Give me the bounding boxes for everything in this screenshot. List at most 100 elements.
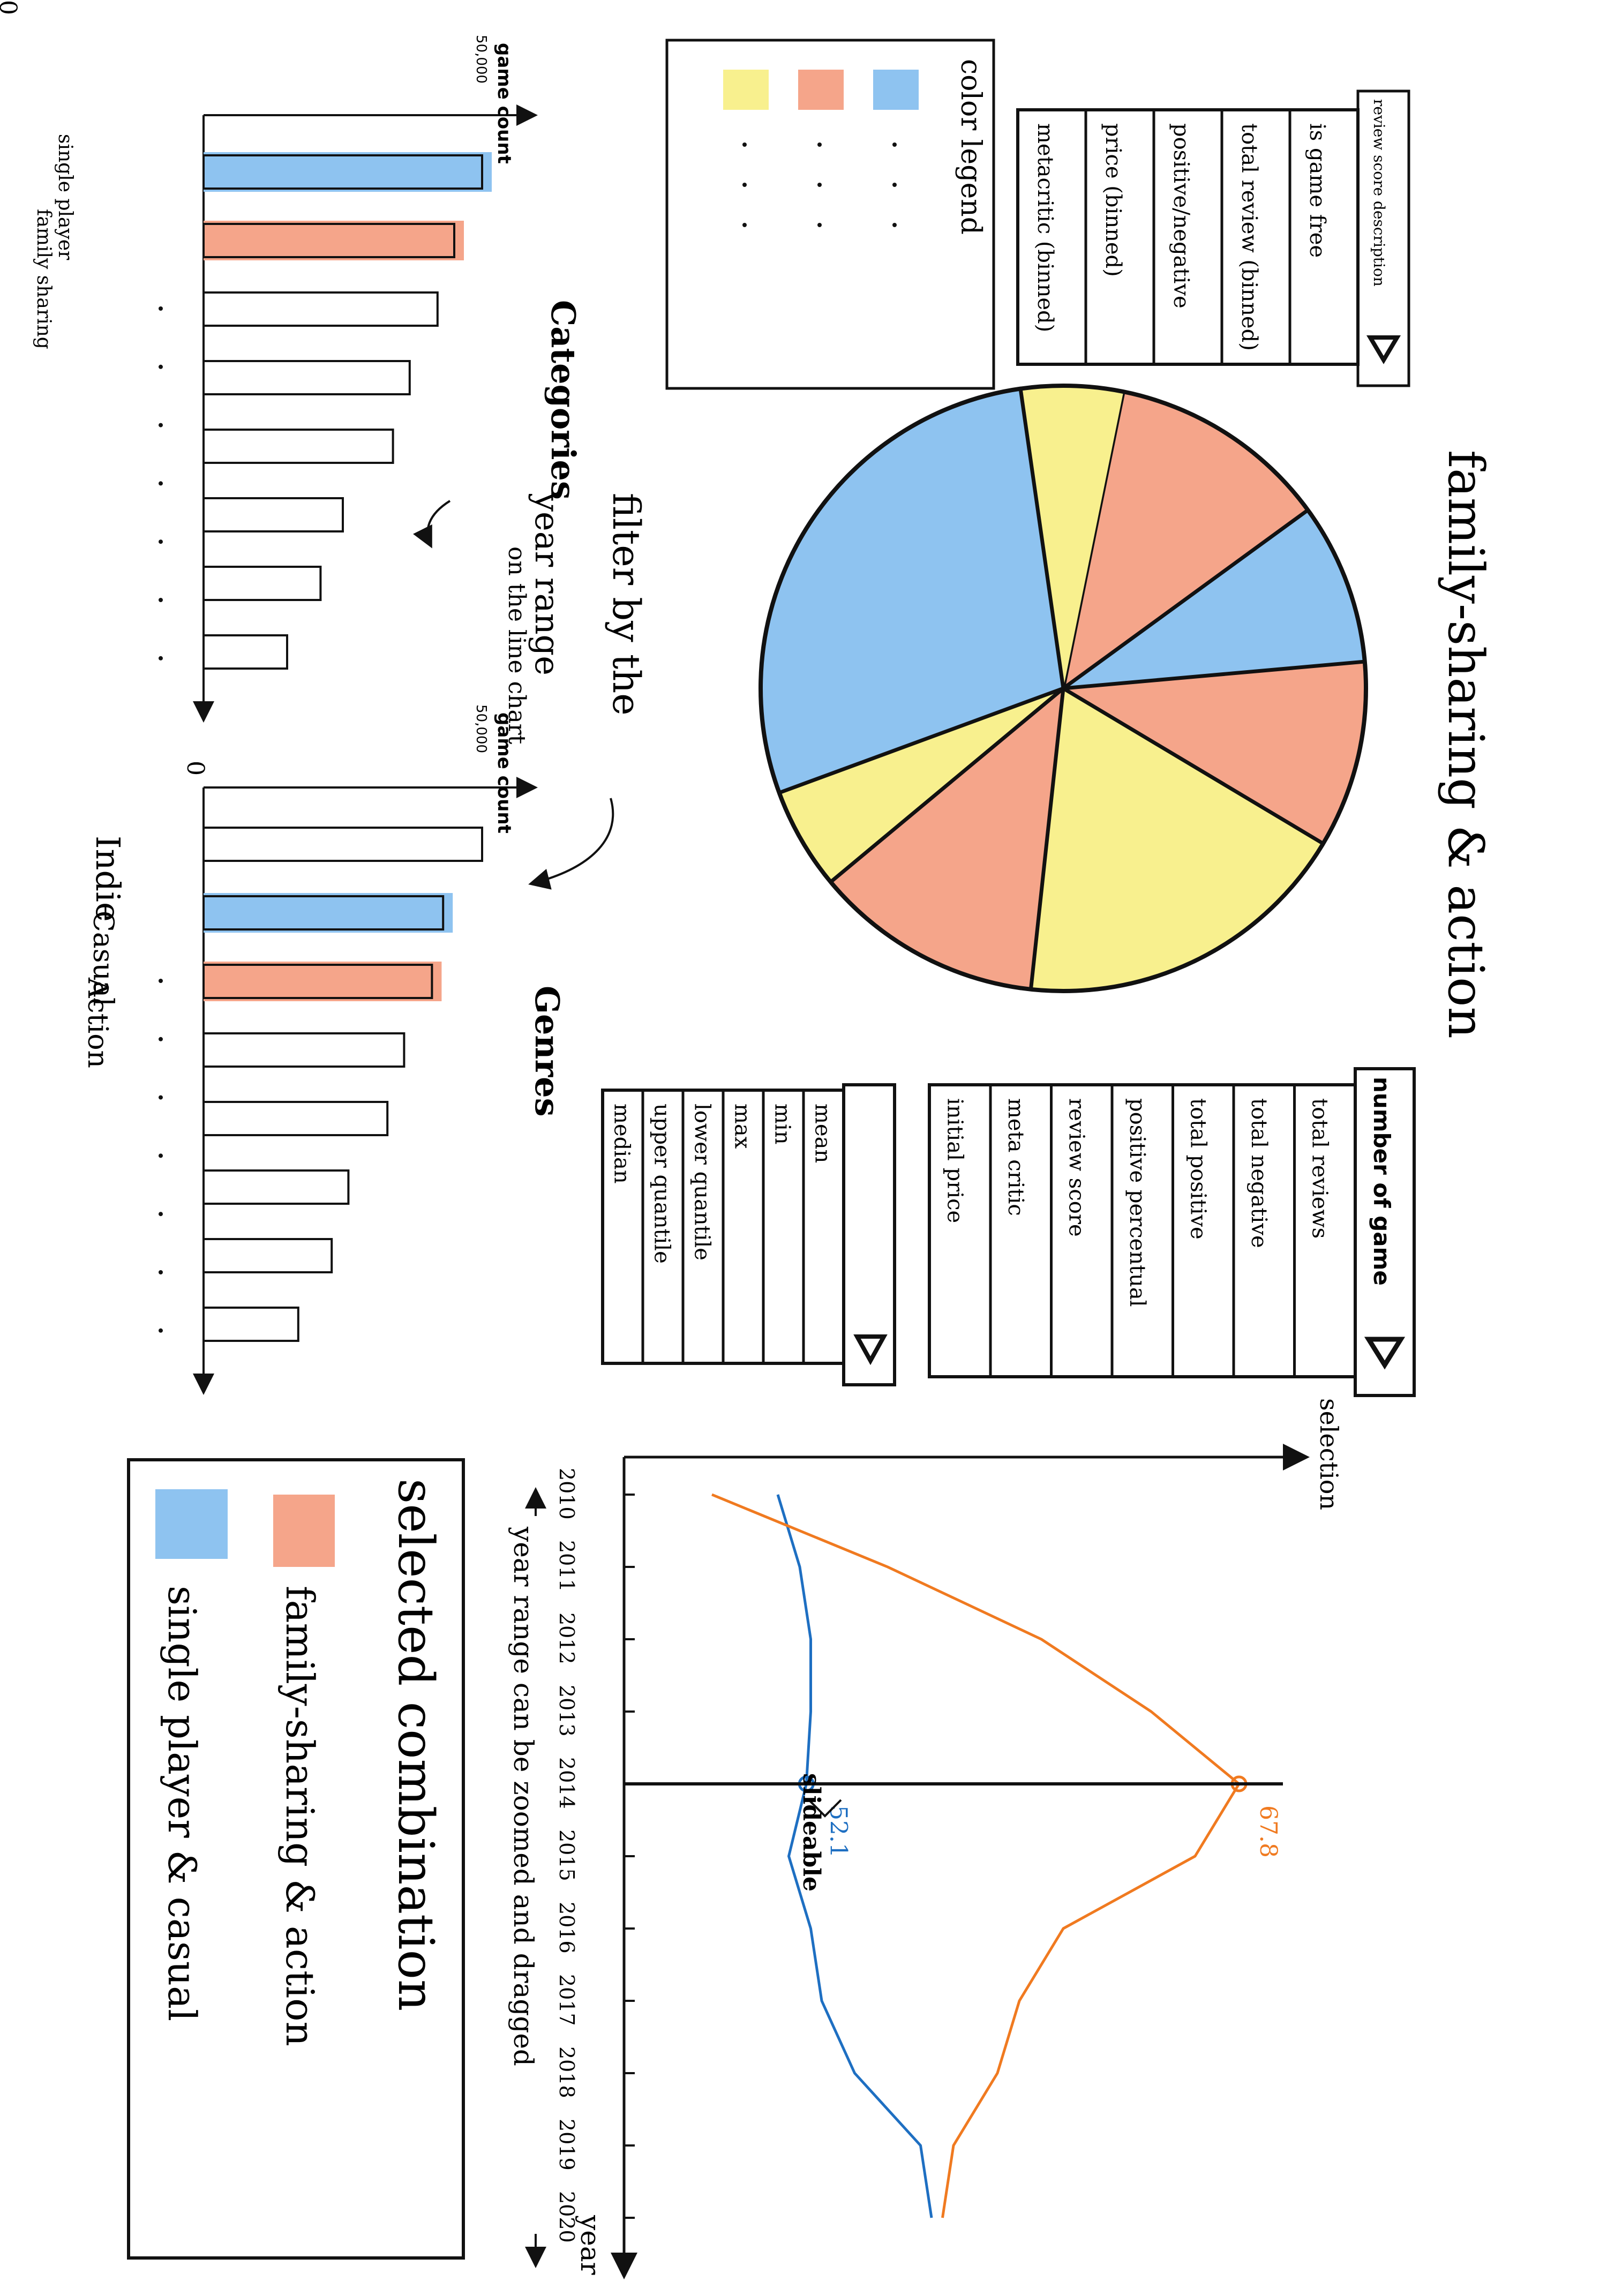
categories-bar-highlight [204, 221, 464, 260]
line-chart-tick-label: 2019 [555, 2119, 579, 2171]
metric-dropdown[interactable]: number of game total reviews total negati… [928, 1067, 1416, 1397]
pie-slice[interactable] [1020, 386, 1124, 688]
line-chart-tick-label: 2015 [555, 1829, 579, 1881]
metric-dropdown-list [928, 1083, 1357, 1378]
genres-bar[interactable] [202, 1307, 299, 1342]
stat-dropdown-option[interactable]: median [610, 1104, 634, 1184]
categories-more-dot [159, 656, 163, 661]
pie-slice[interactable] [830, 688, 1063, 989]
categories-bar[interactable] [202, 154, 483, 190]
line-chart-series-line[interactable] [711, 1493, 1241, 2218]
pie-dropdown-chevron-icon[interactable] [1366, 335, 1401, 364]
pie-dropdown-option[interactable]: price (binned) [1101, 123, 1125, 277]
stat-dropdown-option[interactable]: lower quantile [690, 1104, 715, 1260]
stat-dropdown-option[interactable]: max [730, 1104, 755, 1149]
categories-bar-chart: 0 game count 50,000 Categories single pl… [0, 0, 583, 723]
line-chart-tick-label: 2014 [555, 1757, 579, 1809]
pie-dropdown-option[interactable]: total review (binned) [1237, 123, 1261, 351]
categories-more-dot [159, 364, 163, 369]
pie-dropdown-option[interactable]: metacritic (binned) [1033, 123, 1057, 332]
metric-dropdown-option[interactable]: positive percentual [1125, 1098, 1150, 1307]
categories-title: Categories [544, 300, 583, 500]
categories-more-dot [159, 306, 163, 311]
line-chart-series-value-label: 67.8 [1255, 1805, 1282, 1858]
color-legend-swatch [723, 70, 769, 110]
line-chart-tick-label: 2016 [555, 1902, 579, 1954]
genres-more-dot [159, 1212, 163, 1217]
metric-dropdown-option[interactable]: total positive [1186, 1098, 1211, 1240]
categories-bar[interactable] [202, 566, 322, 601]
genres-bar-highlight [204, 893, 453, 933]
stat-dropdown-option[interactable]: min [770, 1104, 795, 1144]
categories-bar[interactable] [202, 360, 411, 395]
categories-more-dot [159, 539, 163, 544]
metric-dropdown-option[interactable]: review score [1064, 1098, 1089, 1237]
stat-dropdown-header[interactable] [842, 1083, 896, 1386]
stat-dropdown-chevron-icon[interactable] [853, 1334, 888, 1365]
genres-bar[interactable] [202, 1169, 350, 1205]
line-chart-tick-label: 2020 [555, 2191, 579, 2243]
pie-slice-edge [1018, 388, 1065, 689]
line-chart-y-axis-label: selection [1315, 1398, 1343, 1510]
line-chart-slider-arrow-icon [808, 1799, 842, 1818]
line-chart-zoom-note: year range can be zoomed and dragged [508, 1526, 539, 2066]
categories-zero-label: 0 [0, 0, 21, 15]
line-chart-tick-label: 2013 [555, 1685, 579, 1737]
categories-bar[interactable] [202, 634, 288, 670]
color-legend-dot [892, 223, 897, 227]
metric-dropdown-chevron-icon[interactable] [1364, 1337, 1406, 1370]
metric-dropdown-option[interactable]: total reviews [1308, 1098, 1332, 1239]
genres-bar[interactable] [202, 964, 433, 999]
genres-more-dot [159, 1328, 163, 1333]
categories-bar[interactable] [202, 497, 344, 532]
pie-slice-edge [1063, 659, 1365, 691]
pie-dropdown-option[interactable]: is game free [1305, 123, 1330, 258]
genres-bar[interactable] [202, 1032, 406, 1068]
line-chart-x-axis-label: year [575, 2215, 606, 2275]
categories-label-family-sharing: family sharing [33, 209, 55, 349]
pie-dropdown[interactable]: review score description is game free tot… [1016, 89, 1410, 387]
line-chart-tick-label: 2017 [555, 1974, 579, 2026]
categories-bar[interactable] [202, 429, 394, 464]
selected-combination-title: selected combination [387, 1479, 445, 2011]
categories-bar[interactable] [202, 223, 455, 258]
selected-combination-item-1: family-sharing & action [277, 1586, 322, 2046]
metric-dropdown-option[interactable]: meta critic [1003, 1098, 1028, 1216]
genres-bar[interactable] [202, 895, 445, 931]
metric-dropdown-option[interactable]: initial price [943, 1098, 967, 1223]
pie-slice[interactable] [1063, 392, 1308, 688]
categories-more-dot [159, 481, 163, 486]
genres-axis-max-label: 50,000 [473, 704, 489, 753]
color-legend-dot [817, 223, 822, 227]
color-legend-dot [742, 183, 747, 187]
filter-note-line-1: filter by the [604, 493, 648, 716]
genres-bar[interactable] [202, 1101, 389, 1136]
categories-more-dot [159, 423, 163, 427]
stat-dropdown-option[interactable]: upper quantile [650, 1104, 674, 1264]
pie-slice[interactable] [1063, 662, 1366, 844]
line-chart-series-line[interactable] [776, 1494, 933, 2218]
pie-slice-edge [1028, 688, 1065, 990]
pie-slice[interactable] [1063, 510, 1365, 688]
selected-combination-item-2: single player & casual [160, 1586, 205, 2021]
selected-combination-box [127, 1458, 465, 2260]
color-legend: color legend [665, 39, 995, 390]
color-legend-title: color legend [955, 59, 987, 235]
categories-bar[interactable] [202, 291, 439, 327]
genres-more-dot [159, 1037, 163, 1041]
genres-bar[interactable] [202, 1238, 333, 1273]
selected-combination-swatch-red [273, 1495, 335, 1567]
pie-slice-edge [1062, 508, 1309, 690]
selected-combination-swatch-blue [155, 1489, 228, 1559]
pie-title: family-sharing & action [1437, 450, 1495, 1039]
color-legend-swatch [873, 70, 919, 110]
pie-slice[interactable] [779, 688, 1063, 882]
genres-bar[interactable] [202, 827, 483, 862]
pie-dropdown-option[interactable]: positive/negative [1169, 123, 1193, 309]
metric-dropdown-option[interactable]: total negative [1246, 1098, 1271, 1248]
pie-outline [759, 384, 1368, 993]
line-chart-tick-label: 2011 [555, 1540, 579, 1592]
stat-dropdown-option[interactable]: mean [810, 1104, 835, 1163]
pie-slice[interactable] [1031, 688, 1324, 991]
